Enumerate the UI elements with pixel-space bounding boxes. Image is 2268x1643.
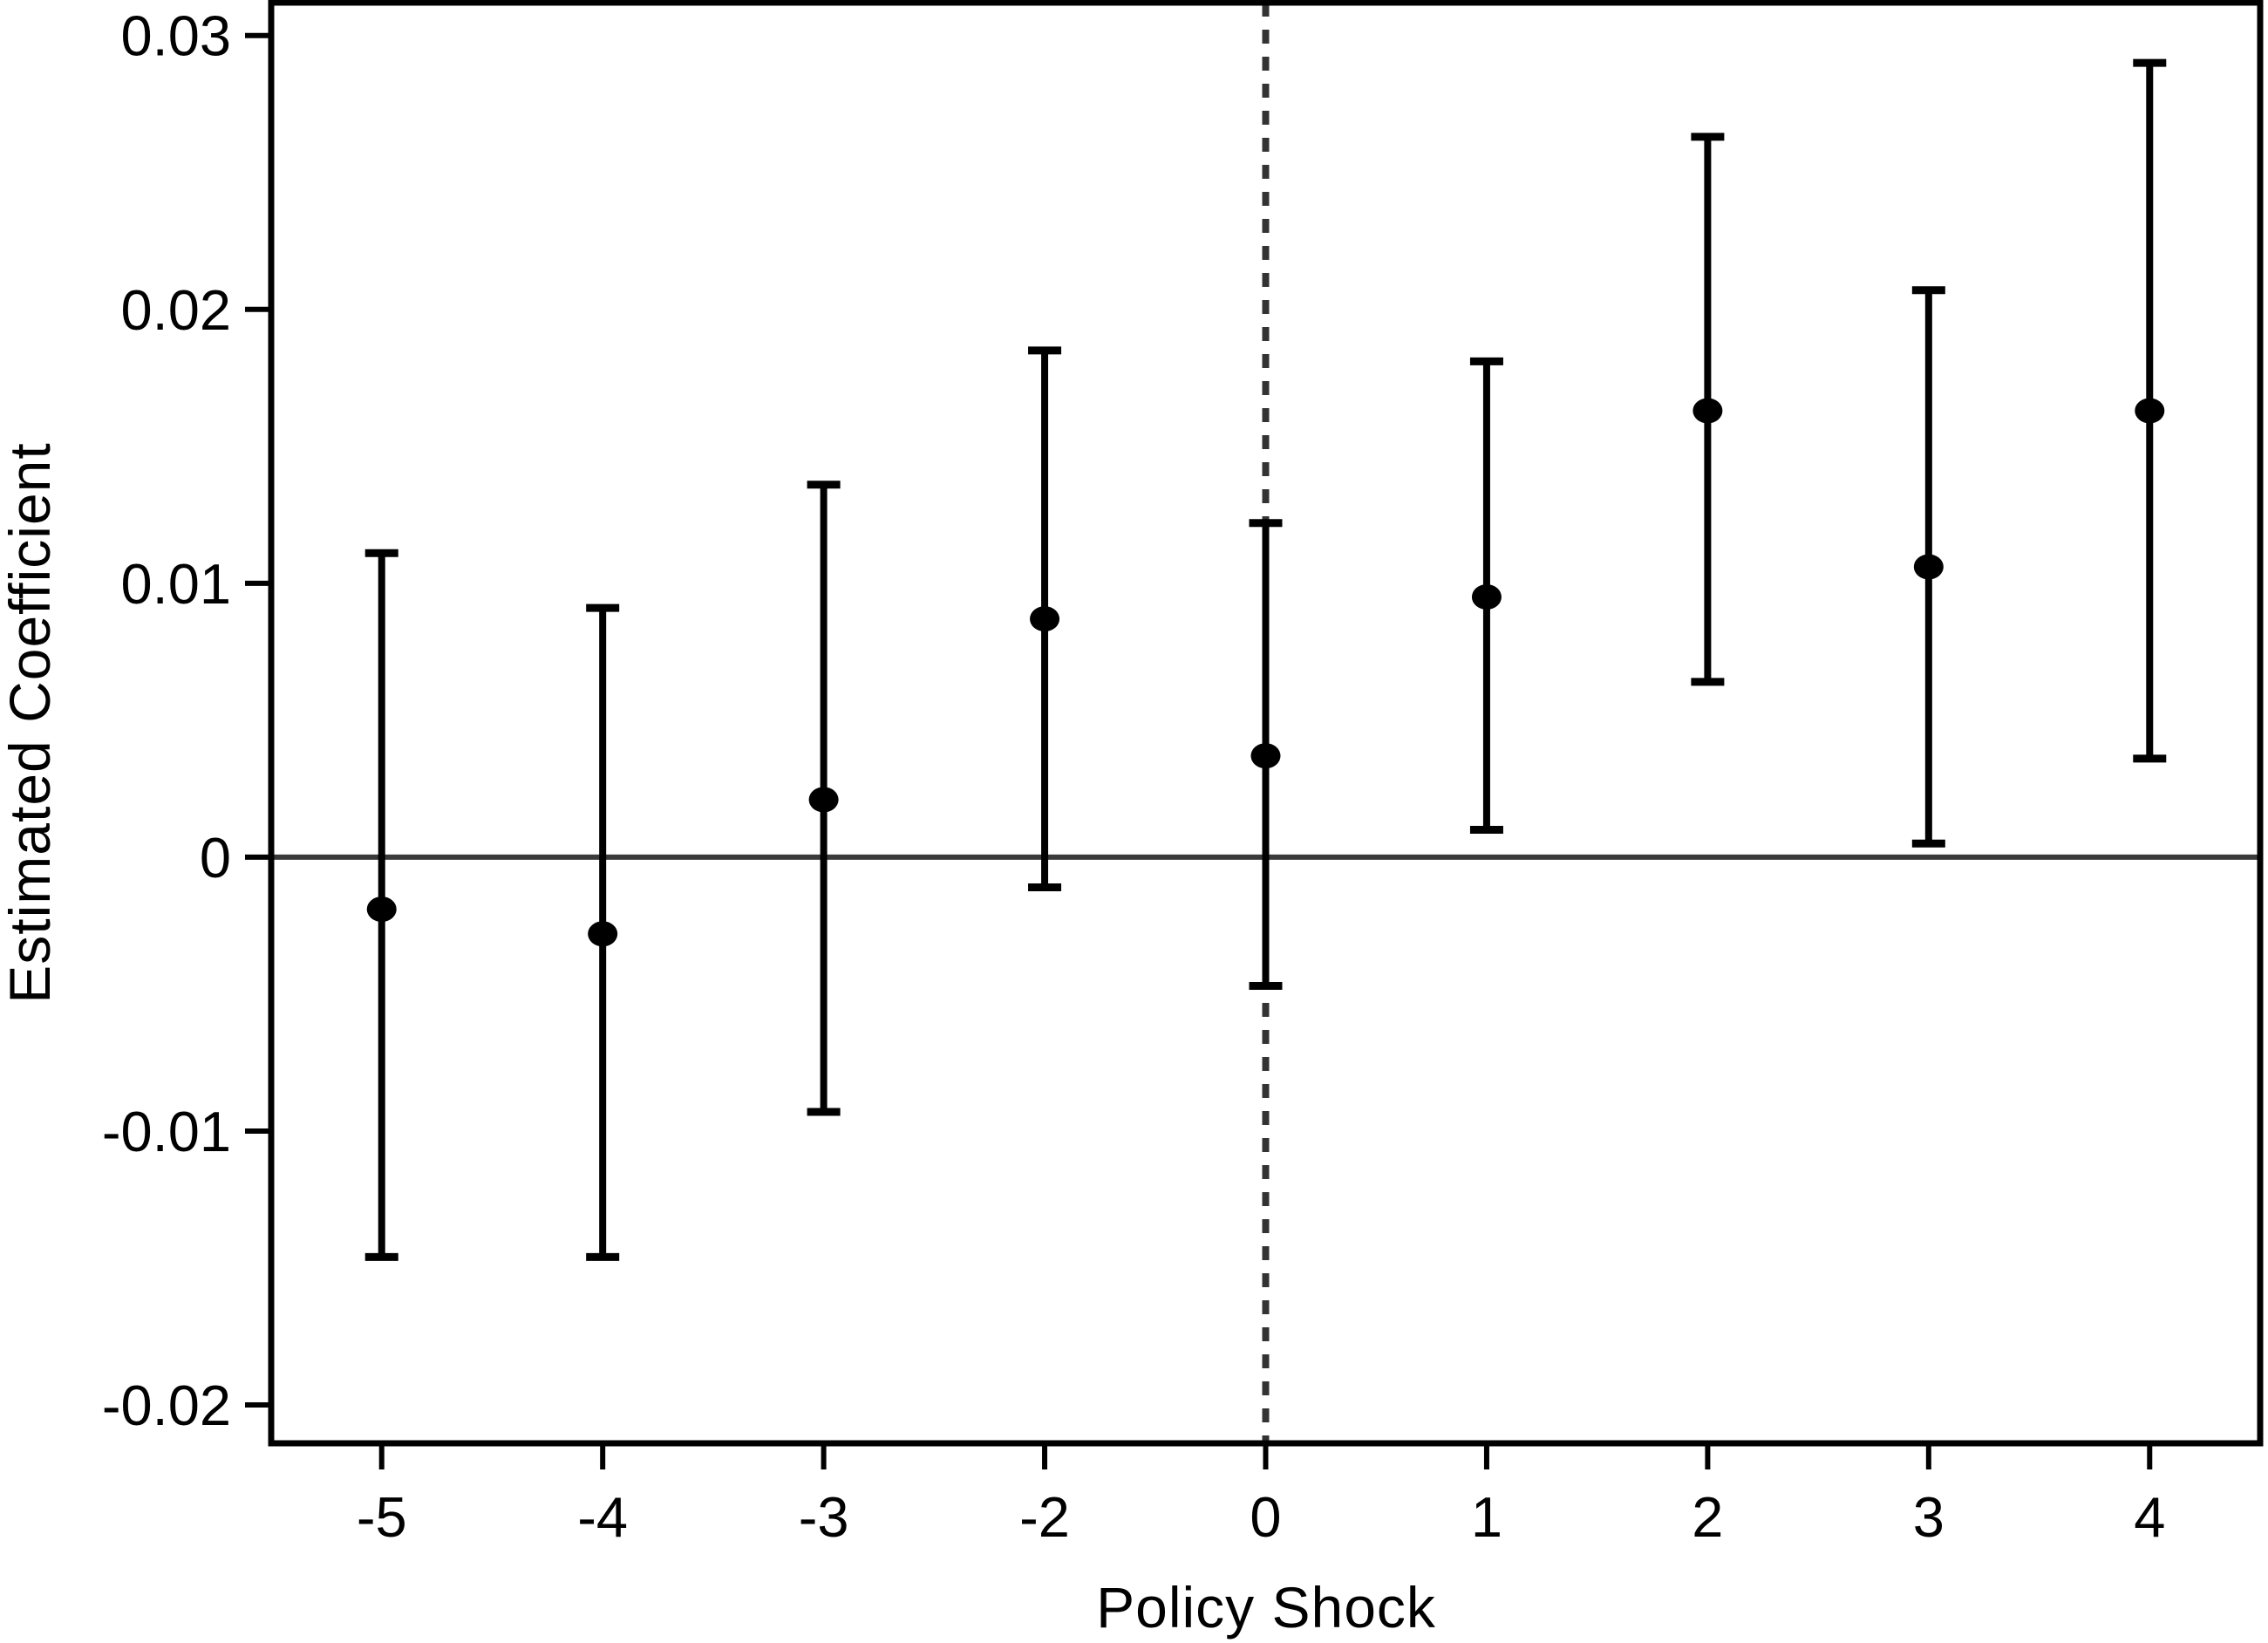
- x-axis-tick-label: -4: [577, 1485, 628, 1549]
- point-estimate: [588, 921, 618, 947]
- y-axis-tick-label: -0.01: [102, 1100, 231, 1163]
- point-estimate: [366, 896, 397, 923]
- x-axis-tick-label: -3: [799, 1485, 849, 1549]
- y-axis-tick-label: -0.02: [102, 1374, 231, 1437]
- point-estimate: [1030, 606, 1060, 632]
- x-axis-title: Policy Shock: [1096, 1575, 1436, 1640]
- x-axis-tick-label: 1: [1471, 1485, 1502, 1549]
- point-estimate: [1913, 554, 1944, 580]
- x-axis-tick-label: -2: [1019, 1485, 1070, 1549]
- y-axis-title: Estimated Coefficient: [0, 442, 62, 1004]
- point-estimate: [2135, 398, 2165, 424]
- y-axis-tick-label: 0.03: [120, 4, 231, 68]
- y-axis-tick-label: 0: [200, 826, 231, 890]
- x-axis-tick-label: 2: [1692, 1485, 1723, 1549]
- x-axis-tick-label: 4: [2134, 1485, 2165, 1549]
- x-axis-tick-label: 0: [1250, 1485, 1281, 1549]
- y-axis-tick-label: 0.01: [120, 552, 231, 616]
- point-estimate: [808, 787, 839, 813]
- x-axis-tick-label: -5: [357, 1485, 407, 1549]
- x-axis-tick-label: 3: [1913, 1485, 1944, 1549]
- y-axis-tick-label: 0.02: [120, 278, 231, 342]
- point-estimate: [1250, 743, 1281, 769]
- point-estimate: [1471, 584, 1502, 610]
- point-estimate: [1692, 398, 1723, 424]
